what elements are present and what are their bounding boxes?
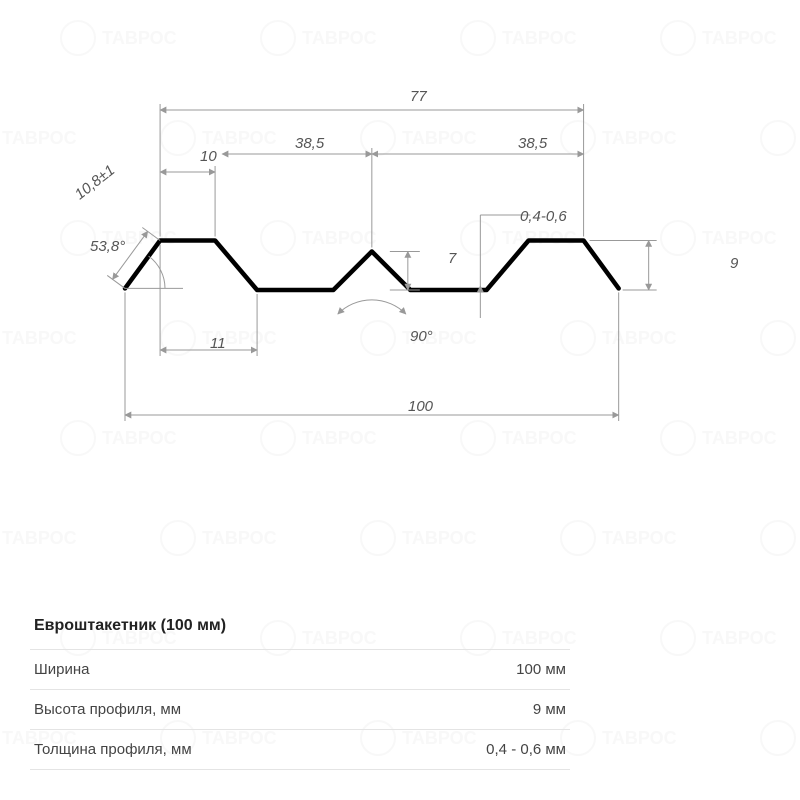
- spec-name: Ширина: [34, 661, 89, 678]
- dim-385a: 38,5: [295, 135, 324, 152]
- watermark-item: ТАВРОС: [360, 520, 477, 556]
- dim-7: 7: [448, 250, 456, 267]
- spec-value: 100 мм: [516, 661, 566, 678]
- spec-value: 9 мм: [533, 701, 566, 718]
- spec-title: Евроштакетник (100 мм): [30, 607, 570, 649]
- watermark-item: ТАВРОС: [560, 720, 677, 756]
- dim-11: 11: [210, 335, 226, 352]
- dim-77: 77: [410, 88, 427, 105]
- spec-value: 0,4 - 0,6 мм: [486, 741, 566, 758]
- spec-name: Высота профиля, мм: [34, 701, 181, 718]
- dim-9: 9: [730, 255, 738, 272]
- watermark-item: ТАВРОС: [760, 320, 800, 356]
- watermark-item: ТАВРОС: [660, 20, 777, 56]
- watermark-item: ТАВРОС: [660, 620, 777, 656]
- watermark-item: ТАВРОС: [160, 520, 277, 556]
- watermark-item: ТАВРОС: [560, 520, 677, 556]
- watermark-item: ТАВРОС: [760, 720, 800, 756]
- spec-row: Толщина профиля, мм 0,4 - 0,6 мм: [30, 729, 570, 770]
- watermark-item: ТАВРОС: [460, 20, 577, 56]
- watermark-item: ТАВРОС: [60, 20, 177, 56]
- spec-row: Ширина 100 мм: [30, 649, 570, 689]
- dim-90: 90°: [410, 328, 433, 345]
- dim-100: 100: [408, 398, 433, 415]
- dim-385b: 38,5: [518, 135, 547, 152]
- spec-row: Высота профиля, мм 9 мм: [30, 689, 570, 729]
- watermark-item: ТАВРОС: [0, 520, 77, 556]
- dim-0406: 0,4-0,6: [520, 208, 567, 225]
- profile-diagram: 77 38,5 38,5 10 10,8±1 53,8° 11 90° 7 0,…: [40, 80, 760, 480]
- watermark-item: ТАВРОС: [760, 120, 800, 156]
- spec-name: Толщина профиля, мм: [34, 741, 192, 758]
- watermark-item: ТАВРОС: [760, 520, 800, 556]
- spec-table: Евроштакетник (100 мм) Ширина 100 мм Высот…: [30, 607, 570, 770]
- diagram-svg: [40, 80, 760, 480]
- dim-538: 53,8°: [90, 238, 125, 255]
- watermark-item: ТАВРОС: [260, 20, 377, 56]
- dim-10: 10: [200, 148, 217, 165]
